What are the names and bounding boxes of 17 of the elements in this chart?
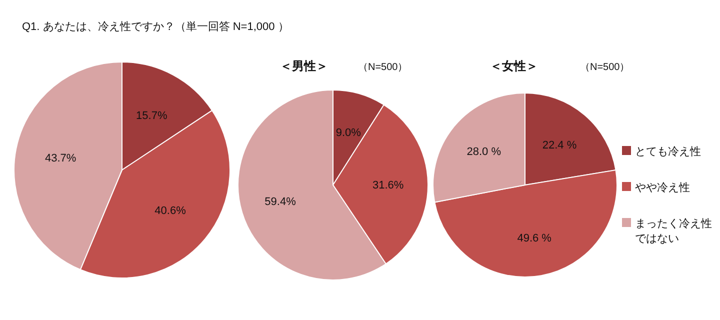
chart-title: Q1. あなたは、冷え性ですか？（単一回答 N=1,000 ）	[22, 21, 289, 33]
data-label: 43.7%	[44, 152, 76, 165]
chart-title: ＜女性＞	[490, 59, 538, 73]
legend-label: やや冷え性	[635, 182, 690, 194]
data-label: 31.6%	[372, 179, 404, 192]
data-label: 59.4%	[264, 196, 296, 208]
data-label: 40.6%	[154, 204, 186, 217]
legend-label: まったく冷え性ではない	[635, 218, 712, 245]
legend-label: とても冷え性	[635, 146, 701, 158]
data-label: 28.0 %	[466, 146, 502, 158]
chart-subtitle: （N=500）	[358, 62, 408, 73]
data-label: 22.4 %	[542, 139, 577, 152]
data-label: 15.7%	[136, 110, 168, 122]
data-label: 49.6 %	[517, 232, 552, 245]
chart-title: ＜男性＞	[280, 59, 328, 73]
chart-subtitle: （N=500）	[580, 62, 630, 73]
data-label: 9.0%	[336, 127, 362, 140]
